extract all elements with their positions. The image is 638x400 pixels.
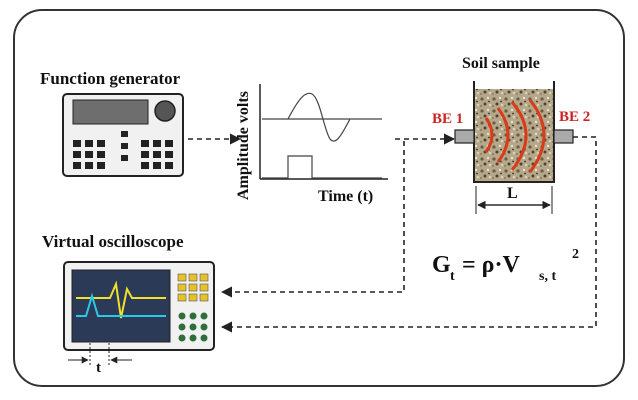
- oscilloscope-device: [63, 261, 215, 351]
- oscilloscope-trace-yellow: [76, 280, 166, 319]
- amplitude-axis-label: Amplitude volts: [235, 91, 252, 200]
- be2-label: BE 2: [559, 109, 590, 125]
- oscilloscope-yellow-buttons: [177, 273, 209, 302]
- shear-wave-arc-2: [496, 107, 510, 163]
- bender-element-1: [454, 129, 475, 144]
- virtual-oscilloscope-label: Virtual oscilloscope: [42, 232, 184, 251]
- shear-wave-arc-4: [528, 99, 546, 173]
- oscilloscope-green-buttons: [178, 312, 208, 342]
- signal-graph: Amplitude volts Time (t): [235, 84, 388, 205]
- equation-rhs-subscript: s, t: [539, 269, 556, 284]
- oscilloscope-trace-cyan: [76, 292, 166, 317]
- equation-lhs: G: [432, 252, 451, 278]
- arrow-graph-to-oscilloscope: [220, 141, 405, 298]
- function-generator-label: Function generator: [40, 69, 181, 88]
- length-label: L: [507, 185, 518, 202]
- generator-keypad-left: [73, 140, 105, 169]
- soil-sample-label: Soil sample: [462, 55, 540, 72]
- shear-wave-arc-3: [510, 101, 528, 171]
- bender-element-2: [553, 129, 574, 144]
- soil-sample-container: [473, 81, 555, 183]
- received-signal-wave: [287, 92, 351, 142]
- generator-knob-icon: [154, 100, 176, 122]
- oscilloscope-screen: [71, 269, 171, 343]
- time-axis-label: Time (t): [318, 188, 373, 205]
- equation-power: 2: [572, 247, 579, 262]
- generator-keypad-right: [141, 140, 173, 169]
- length-dimension: [475, 186, 553, 214]
- travel-time-marker: [68, 343, 132, 366]
- outer-frame: [13, 9, 625, 387]
- generator-display: [72, 99, 149, 125]
- travel-time-label: t: [96, 360, 101, 376]
- shear-wave-arc-1: [484, 117, 494, 153]
- equation-lhs-subscript: t: [450, 269, 455, 284]
- arrow-be2-to-oscilloscope: [220, 136, 597, 333]
- input-pulse: [262, 155, 382, 179]
- equation-rhs: = ρ·V: [462, 252, 521, 278]
- generator-center-buttons: [121, 131, 128, 161]
- be1-label: BE 1: [432, 111, 463, 127]
- function-generator-device: [62, 93, 184, 177]
- shear-modulus-equation: G t = ρ·V s, t 2: [432, 247, 579, 284]
